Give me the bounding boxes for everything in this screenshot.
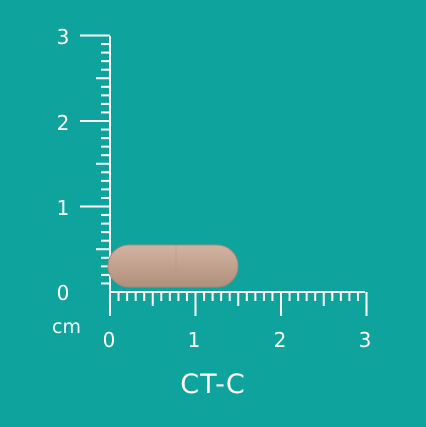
unit-label: cm <box>52 316 81 338</box>
ruler <box>80 34 368 316</box>
x-tick-label-1: 1 <box>187 328 201 352</box>
y-tick-label-3: 3 <box>56 25 70 49</box>
y-tick-label-2: 2 <box>56 111 70 135</box>
capsule <box>107 244 239 288</box>
x-tick-label-2: 2 <box>273 328 287 352</box>
y-tick-label-1: 1 <box>56 196 70 220</box>
x-tick-label-3: 3 <box>358 328 372 352</box>
x-tick-label-0: 0 <box>102 328 116 352</box>
y-tick-label-0: 0 <box>56 281 70 305</box>
product-code-caption: CT-C <box>180 369 246 400</box>
